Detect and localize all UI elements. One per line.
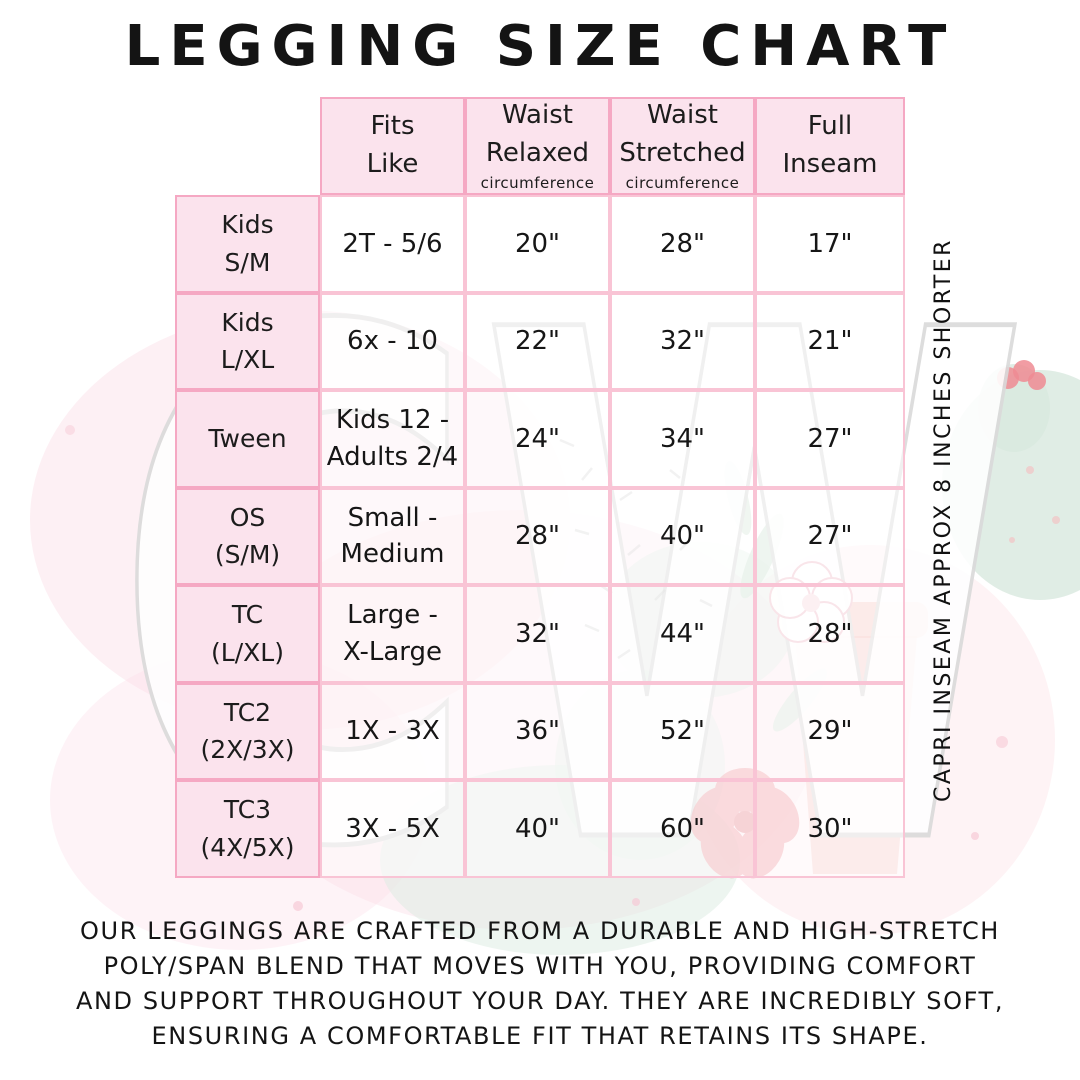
size-table: Fits Like Waist Relaxed circumference Wa… [175, 97, 905, 878]
cell-waist-stretched: 32" [610, 292, 755, 390]
col-header-subtitle: circumference [480, 174, 595, 193]
cell-full-inseam: 21" [755, 292, 905, 390]
cell-fits-like: Kids 12 - Adults 2/4 [320, 390, 465, 488]
row-label: TC3 (4X/5X) [175, 780, 320, 878]
capri-inseam-note: CAPRI INSEAM APPROX 8 INCHES SHORTER [931, 238, 956, 802]
cell-full-inseam: 17" [755, 195, 905, 293]
row-label: Tween [175, 390, 320, 488]
splatter-dot [65, 425, 75, 435]
cell-waist-stretched: 40" [610, 487, 755, 585]
description-line: POLY/SPAN BLEND THAT MOVES WITH YOU, PRO… [103, 952, 977, 980]
splatter-dot [996, 736, 1008, 748]
cell-full-inseam: 27" [755, 487, 905, 585]
cactus-dot [1052, 516, 1060, 524]
cell-full-inseam: 30" [755, 780, 905, 878]
cell-fits-like: Small - Medium [320, 487, 465, 585]
cell-waist-relaxed: 32" [465, 585, 610, 683]
corner-cell [175, 97, 320, 195]
col-header-label: Waist Stretched [619, 99, 746, 168]
cell-waist-stretched: 44" [610, 585, 755, 683]
col-header-subtitle: circumference [625, 174, 740, 193]
cell-fits-like: 1X - 3X [320, 682, 465, 780]
cell-waist-stretched: 34" [610, 390, 755, 488]
cell-waist-stretched: 52" [610, 682, 755, 780]
cell-fits-like: 3X - 5X [320, 780, 465, 878]
description-line: OUR LEGGINGS ARE CRAFTED FROM A DURABLE … [80, 917, 1000, 945]
description-line: ENSURING A COMFORTABLE FIT THAT RETAINS … [151, 1022, 929, 1050]
row-label: OS (S/M) [175, 487, 320, 585]
cell-waist-relaxed: 20" [465, 195, 610, 293]
splatter-dot [632, 898, 640, 906]
splatter-dot [293, 901, 303, 911]
cell-full-inseam: 29" [755, 682, 905, 780]
cell-waist-relaxed: 24" [465, 390, 610, 488]
col-header-label: Full Inseam [782, 110, 878, 179]
cell-waist-stretched: 60" [610, 780, 755, 878]
cell-waist-stretched: 28" [610, 195, 755, 293]
row-label: TC (L/XL) [175, 585, 320, 683]
cell-full-inseam: 27" [755, 390, 905, 488]
row-label: Kids S/M [175, 195, 320, 293]
cell-waist-relaxed: 40" [465, 780, 610, 878]
cell-fits-like: 6x - 10 [320, 292, 465, 390]
description-line: AND SUPPORT THROUGHOUT YOUR DAY. THEY AR… [75, 987, 1005, 1015]
col-header-waist-stretched: Waist Stretched circumference [610, 97, 755, 195]
splatter-dot [971, 832, 979, 840]
cell-waist-relaxed: 28" [465, 487, 610, 585]
row-label: TC2 (2X/3X) [175, 682, 320, 780]
row-label: Kids L/XL [175, 292, 320, 390]
cactus-flower [1028, 372, 1046, 390]
cactus-dot [1026, 466, 1034, 474]
cell-fits-like: 2T - 5/6 [320, 195, 465, 293]
cell-full-inseam: 28" [755, 585, 905, 683]
col-header-full-inseam: Full Inseam [755, 97, 905, 195]
page-title: LEGGING SIZE CHART [124, 14, 956, 79]
col-header-fits-like: Fits Like [320, 97, 465, 195]
col-header-label: Fits Like [366, 110, 419, 179]
cell-waist-relaxed: 36" [465, 682, 610, 780]
col-header-label: Waist Relaxed [485, 99, 590, 168]
cactus-dot [1009, 537, 1015, 543]
cell-waist-relaxed: 22" [465, 292, 610, 390]
col-header-waist-relaxed: Waist Relaxed circumference [465, 97, 610, 195]
description-paragraph: OUR LEGGINGS ARE CRAFTED FROM A DURABLE … [40, 914, 1040, 1054]
cell-fits-like: Large - X-Large [320, 585, 465, 683]
